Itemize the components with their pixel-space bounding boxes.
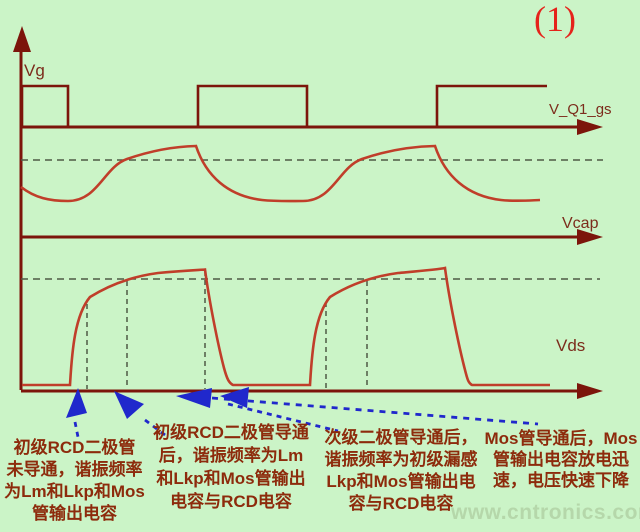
annotation-line: 管输出电容	[32, 504, 117, 523]
annotation-primary-rcd-on: 初级RCD二极管导通 后，谐振频率为Lm 和Lkp和Mos管输出 电容与RCD电…	[146, 421, 316, 513]
annotation-secondary-diode-on: 次级二极管导通后， 谐振频率为初级漏感 Lkp和Mos管输出电 容与RCD电容	[317, 427, 485, 515]
annotation-line: 速，电压快速下降	[493, 471, 629, 490]
annotation-line: 管输出电容放电迅	[493, 450, 629, 469]
annotation-line: 后，谐振频率为Lm	[158, 446, 304, 465]
annotation-line: 谐振频率为初级漏感	[324, 450, 478, 469]
vcap-waveform	[20, 144, 541, 203]
figure-number: (1)	[534, 0, 576, 39]
annotation-line: Lkp和Mos管输出电	[326, 472, 476, 491]
gate-signal-label: Vg	[24, 61, 45, 80]
annotation-connector-2	[144, 418, 170, 440]
watermark: www.cntronics.com	[451, 501, 640, 524]
vds-timing-guide-lines	[86, 271, 368, 389]
annotation-mos-on: Mos管导通后，Mos 管输出电容放电迅 速，电压快速下降	[482, 428, 640, 491]
annotation-line: 电容与RCD电容	[170, 492, 292, 511]
annotation-line: 为Lm和Lkp和Mos	[4, 482, 145, 501]
annotation-line: 初级RCD二极管导通	[153, 423, 309, 442]
vcap-axis-label: Vcap	[562, 215, 599, 232]
annotation-connector-3	[227, 402, 339, 433]
annotation-line: 初级RCD二极管	[13, 438, 136, 457]
vds-axis-label: Vds	[556, 336, 586, 355]
annotation-primary-rcd-off: 初级RCD二极管 未导通，谐振频率 为Lm和Lkp和Mos 管输出电容	[1, 437, 148, 525]
annotation-arrow-3-icon	[176, 388, 212, 408]
annotation-arrow-4-icon	[220, 387, 249, 408]
annotation-arrow-2-icon	[114, 391, 144, 419]
gate-square-wave	[20, 84, 547, 127]
vcap-axis-arrow-icon	[577, 229, 603, 245]
vds-waveform	[22, 266, 550, 387]
vds-axis-arrow-icon	[577, 383, 603, 399]
annotation-line: 和Lkp和Mos管输出	[156, 469, 306, 488]
annotation-line: 次级二极管导通后，	[324, 428, 478, 447]
annotation-arrow-1-icon	[66, 388, 87, 418]
annotation-line: 容与RCD电容	[348, 494, 454, 513]
annotation-line: 未导通，谐振频率	[6, 460, 143, 479]
gate-axis-label: V_Q1_gs	[549, 101, 612, 118]
vertical-axis-arrow-icon	[13, 26, 31, 52]
gate-axis-arrow-icon	[577, 119, 603, 135]
annotation-line: Mos管导通后，Mos	[484, 429, 638, 448]
annotation-connector-1	[73, 421, 81, 443]
